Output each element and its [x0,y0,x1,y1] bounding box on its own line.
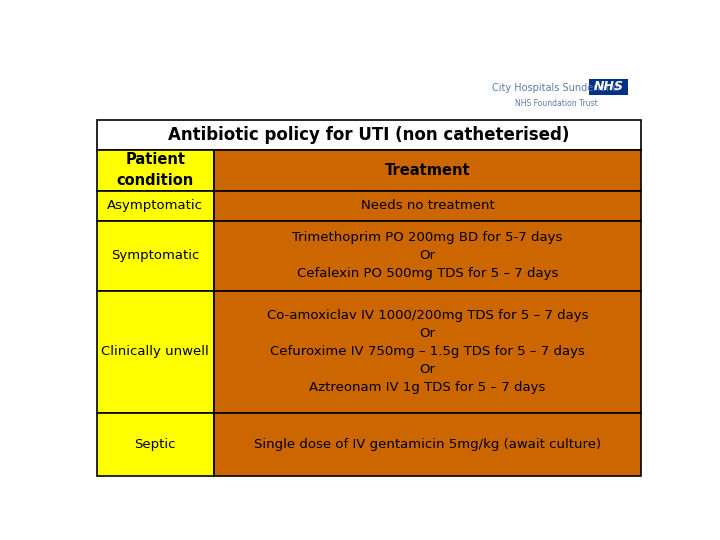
Text: Single dose of IV gentamicin 5mg/kg (await culture): Single dose of IV gentamicin 5mg/kg (awa… [254,438,601,451]
FancyBboxPatch shape [214,150,642,191]
Text: Asymptomatic: Asymptomatic [107,199,203,213]
FancyBboxPatch shape [96,221,214,291]
Text: City Hospitals Sunderland: City Hospitals Sunderland [492,83,618,93]
FancyBboxPatch shape [214,191,642,221]
FancyBboxPatch shape [214,291,642,413]
FancyBboxPatch shape [214,413,642,476]
FancyBboxPatch shape [590,79,629,94]
FancyBboxPatch shape [96,150,214,191]
Text: Septic: Septic [135,438,176,451]
FancyBboxPatch shape [96,413,214,476]
Text: Patient
condition: Patient condition [117,152,194,188]
Text: Treatment: Treatment [384,163,470,178]
Text: Symptomatic: Symptomatic [111,249,199,262]
Text: Clinically unwell: Clinically unwell [102,346,209,359]
FancyBboxPatch shape [96,291,214,413]
Text: Trimethoprim PO 200mg BD for 5-7 days
Or
Cefalexin PO 500mg TDS for 5 – 7 days: Trimethoprim PO 200mg BD for 5-7 days Or… [292,231,563,280]
Text: NHS: NHS [594,80,624,93]
FancyBboxPatch shape [96,191,214,221]
Text: Needs no treatment: Needs no treatment [361,199,495,213]
Text: Antibiotic policy for UTI (non catheterised): Antibiotic policy for UTI (non catheteri… [168,126,570,144]
FancyBboxPatch shape [96,120,642,150]
Text: NHS Foundation Trust: NHS Foundation Trust [515,99,598,107]
FancyBboxPatch shape [214,221,642,291]
Text: Co-amoxiclav IV 1000/200mg TDS for 5 – 7 days
Or
Cefuroxime IV 750mg – 1.5g TDS : Co-amoxiclav IV 1000/200mg TDS for 5 – 7… [267,309,588,394]
